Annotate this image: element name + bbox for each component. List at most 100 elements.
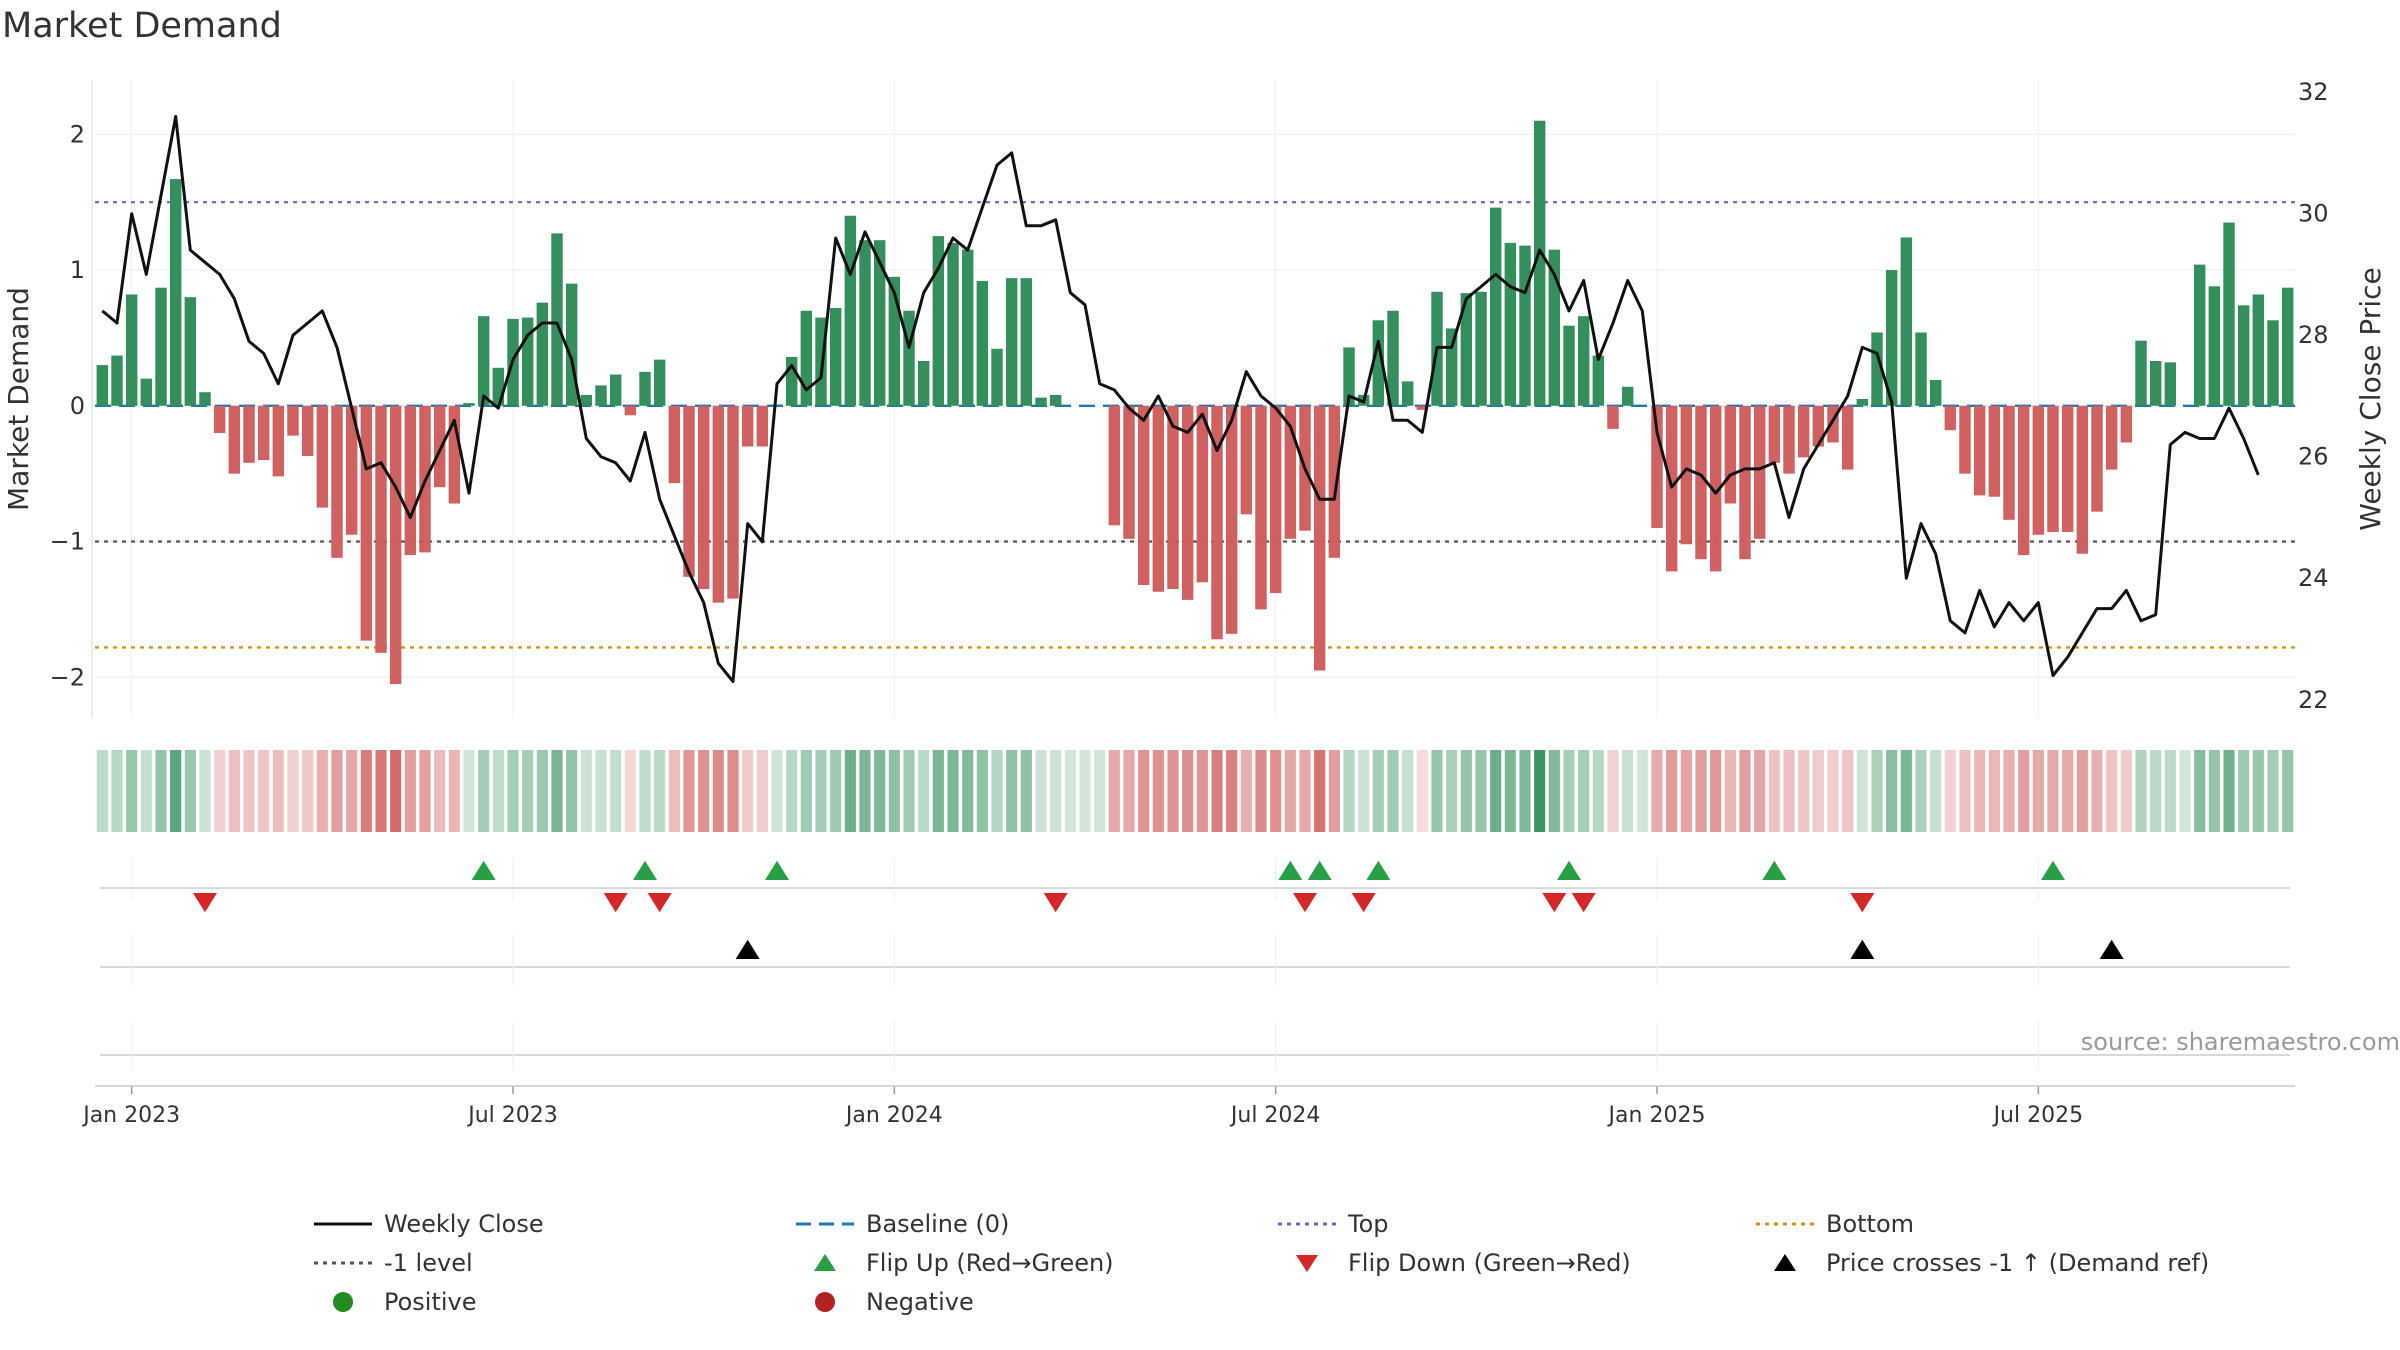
flip-up-marker [2041, 860, 2065, 880]
heat-cell [639, 750, 651, 832]
demand-bar [1416, 405, 1429, 410]
heat-cell [2018, 750, 2030, 832]
y-tick-label: 0 [70, 392, 85, 420]
chart-title: Market Demand [2, 6, 282, 46]
demand-bar [1651, 405, 1663, 528]
legend-triangle-down-icon [1296, 1255, 1318, 1272]
heat-cell [771, 750, 783, 832]
heat-cell [258, 750, 270, 832]
heat-cell [1196, 750, 1208, 832]
heat-cell [360, 750, 372, 832]
heat-cell [2164, 750, 2176, 832]
demand-bars [96, 120, 2294, 685]
demand-bar [257, 405, 270, 461]
demand-bar [1680, 405, 1693, 545]
empty-panel [100, 1022, 2290, 1070]
y-tick-label: 2 [70, 120, 85, 148]
demand-bar [1548, 249, 1561, 406]
heat-cell [214, 750, 226, 832]
demand-bar [1959, 405, 1971, 474]
heat-cell [1431, 750, 1443, 832]
heat-cell [1578, 750, 1590, 832]
demand-bar [213, 405, 226, 433]
gridlines [91, 80, 2295, 718]
price-cross-marker [735, 939, 760, 959]
demand-bar [2003, 405, 2015, 520]
heat-cell [1064, 750, 1076, 832]
demand-bar [345, 405, 358, 535]
demand-bar [1871, 332, 1883, 406]
demand-bar [2105, 405, 2118, 470]
demand-bar [2164, 362, 2177, 406]
demand-bar [1211, 405, 1223, 640]
x-tick-label: Jul 2024 [1229, 1103, 1321, 1128]
legend-item: Negative [794, 1288, 974, 1316]
legend-item: Flip Down (Green→Red) [1276, 1249, 1631, 1277]
heat-cell [566, 750, 578, 832]
demand-bar [580, 394, 593, 406]
legend-item: Flip Up (Red→Green) [794, 1249, 1114, 1277]
flip-up-marker [471, 860, 496, 880]
heat-cell [316, 750, 328, 832]
legend-label: Weekly Close [384, 1210, 544, 1238]
heat-cell [448, 750, 460, 832]
heat-cell [96, 750, 108, 832]
demand-bar [96, 365, 109, 406]
heat-cell [2252, 750, 2264, 832]
legend-label: Flip Up (Red→Green) [866, 1249, 1114, 1277]
demand-bar [2208, 286, 2221, 406]
heat-cell [228, 750, 240, 832]
demand-bar [1915, 332, 1927, 406]
demand-bar [2237, 305, 2250, 406]
demand-bar [1973, 405, 1986, 496]
heat-cell [434, 750, 446, 832]
heat-cell [742, 750, 754, 832]
heat-cell [1695, 750, 1707, 832]
demand-bar [1020, 278, 1033, 406]
heat-cell [1284, 750, 1296, 832]
heat-cell [2135, 750, 2147, 832]
flip-markers-panel [100, 858, 2290, 913]
demand-bar [1181, 405, 1194, 600]
legend-item: Price crosses -1 ↑ (Demand ref) [1754, 1249, 2209, 1277]
heat-cell [1988, 750, 2000, 832]
demand-bar [228, 405, 241, 474]
y2-tick-label: 28 [2298, 321, 2329, 349]
demand-bar [1827, 405, 1839, 443]
heat-cell [2194, 750, 2206, 832]
legend-symbol-icon [796, 1222, 854, 1226]
heat-cell [1783, 750, 1795, 832]
heat-cell [184, 750, 196, 832]
demand-bar [111, 355, 123, 406]
heat-cell [2120, 750, 2132, 832]
demand-bar [1269, 405, 1282, 594]
heat-cell [932, 750, 944, 832]
heat-cell [1842, 750, 1854, 832]
demand-bar [873, 240, 886, 406]
demand-bar [712, 405, 725, 603]
y2-axis-label: Weekly Close Price [2354, 267, 2387, 530]
demand-bar [404, 405, 417, 556]
flip-down-marker [193, 893, 217, 913]
demand-bar [609, 374, 622, 406]
heat-cell [1314, 750, 1326, 832]
heat-cell [962, 750, 974, 832]
price-cross-panel [100, 935, 2290, 985]
demand-bar [1533, 120, 1546, 406]
demand-bar [1753, 405, 1766, 539]
heat-cell [1226, 750, 1238, 832]
heat-cell [2106, 750, 2118, 832]
heat-cell [1944, 750, 1956, 832]
demand-bar [976, 280, 989, 406]
heat-cell [1636, 750, 1648, 832]
reference-levels [95, 201, 2295, 649]
heat-cell [272, 750, 284, 832]
legend-symbol-icon [314, 1222, 372, 1226]
heat-cell [874, 750, 886, 832]
demand-bar [2032, 405, 2045, 535]
demand-bar [653, 359, 666, 406]
heat-cell [1651, 750, 1663, 832]
demand-bar [1577, 316, 1590, 406]
demand-bar [2061, 405, 2074, 533]
demand-bar [551, 233, 563, 406]
